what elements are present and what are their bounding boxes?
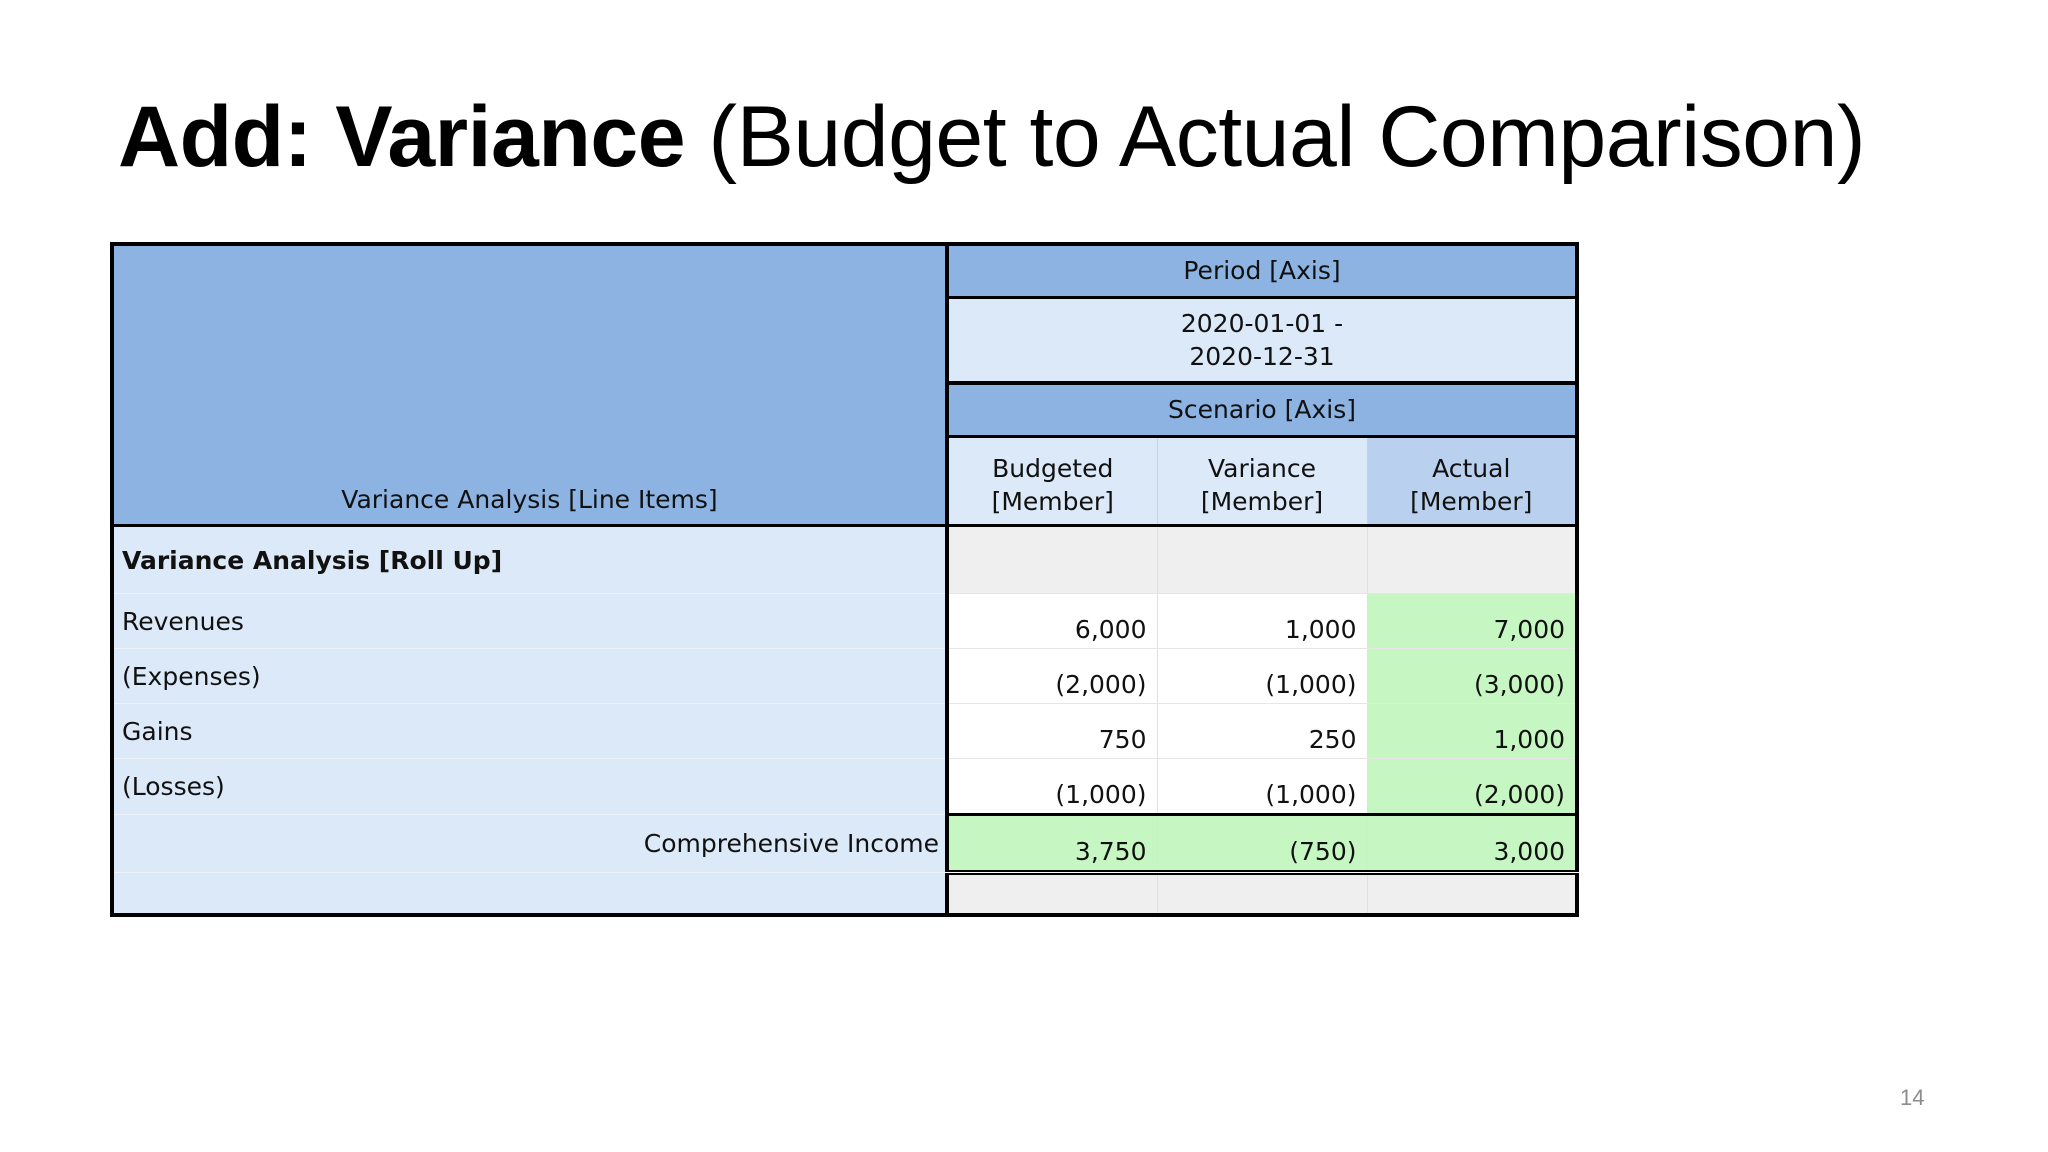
actual-value: 1,000 <box>1366 703 1578 759</box>
table-row: (Losses) (1,000) (1,000) (2,000) <box>112 758 1578 815</box>
actual-value: 7,000 <box>1366 593 1578 649</box>
variance-value: 250 <box>1156 703 1367 759</box>
spacer-cell <box>1366 872 1578 916</box>
budgeted-value: 750 <box>946 703 1157 759</box>
rollup-actual-cell <box>1366 525 1578 594</box>
total-actual-value: 3,000 <box>1366 813 1578 875</box>
spacer-label-cell <box>112 872 949 916</box>
variance-value: (1,000) <box>1156 648 1367 704</box>
member-header-actual: Actual [Member] <box>1366 436 1578 527</box>
table-row: (Expenses) (2,000) (1,000) (3,000) <box>112 648 1578 704</box>
variance-value: (1,000) <box>1156 758 1367 815</box>
spacer-cell <box>946 872 1157 916</box>
total-budgeted-value: 3,750 <box>946 813 1157 875</box>
period-value: 2020-01-01 - 2020-12-31 <box>947 297 1578 385</box>
table-row: Gains 750 250 1,000 <box>112 703 1578 759</box>
spacer-row <box>112 872 1578 916</box>
rollup-label: Variance Analysis [Roll Up] <box>112 525 949 594</box>
member-actual-label: Actual [Member] <box>1410 454 1533 516</box>
row-label: Revenues <box>112 593 949 649</box>
budgeted-value: 6,000 <box>946 593 1157 649</box>
member-budgeted-line1: Budgeted <box>992 454 1114 483</box>
row-label: (Losses) <box>112 758 949 815</box>
member-header-variance: Variance [Member] <box>1156 436 1367 527</box>
slide-title-bold: Add: Variance <box>118 89 686 185</box>
slide-title-rest: (Budget to Actual Comparison) <box>685 89 1866 185</box>
member-budgeted-line2: [Member] <box>991 487 1114 516</box>
actual-value: (3,000) <box>1366 648 1578 704</box>
period-value-end: 2020-12-31 <box>1189 342 1335 371</box>
table-row: Revenues 6,000 1,000 7,000 <box>112 593 1578 649</box>
slide-title: Add: Variance (Budget to Actual Comparis… <box>118 88 1866 187</box>
spacer-cell <box>1156 872 1367 916</box>
actual-value: (2,000) <box>1366 758 1578 815</box>
total-row: Comprehensive Income 3,750 (750) 3,000 <box>112 813 1578 875</box>
member-variance-line1: Variance <box>1208 454 1316 483</box>
period-value-start: 2020-01-01 - <box>1180 309 1344 338</box>
row-label: Gains <box>112 703 949 759</box>
rollup-budgeted-cell <box>946 525 1157 594</box>
total-label: Comprehensive Income <box>112 814 949 873</box>
total-variance-value: (750) <box>1156 813 1367 875</box>
period-axis-header: Period [Axis] <box>947 244 1578 299</box>
member-variance-line2: [Member] <box>1200 487 1324 516</box>
variance-analysis-table: Variance Analysis [Line Items] Period [A… <box>110 242 1580 917</box>
page-number: 14 <box>1900 1085 1925 1110</box>
budgeted-value: (1,000) <box>946 758 1157 815</box>
member-header-budgeted: Budgeted [Member] <box>947 436 1157 527</box>
variance-value: 1,000 <box>1156 593 1367 649</box>
scenario-axis-header: Scenario [Axis] <box>947 383 1578 438</box>
row-label: (Expenses) <box>112 648 949 704</box>
rollup-variance-cell <box>1156 525 1367 594</box>
budgeted-value: (2,000) <box>946 648 1157 704</box>
rollup-row: Variance Analysis [Roll Up] <box>112 525 1578 594</box>
line-items-header: Variance Analysis [Line Items] <box>112 244 949 527</box>
